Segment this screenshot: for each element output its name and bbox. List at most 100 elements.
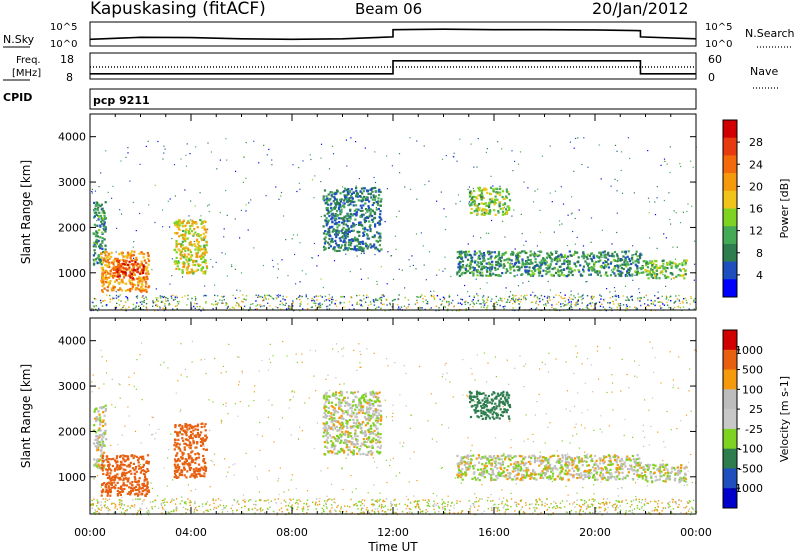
freq-label-line1: Freq. — [16, 55, 41, 66]
echo-point — [355, 195, 357, 197]
echo-point — [330, 203, 332, 205]
echo-point — [507, 261, 509, 263]
scatter-point — [104, 505, 105, 506]
scatter-point — [174, 164, 175, 165]
scatter-point — [135, 431, 136, 432]
scatter-point — [156, 304, 157, 305]
scatter-point — [190, 219, 191, 220]
scatter-point — [297, 234, 298, 235]
scatter-point — [255, 500, 256, 501]
scatter-point — [316, 508, 317, 509]
scatter-point — [125, 296, 126, 297]
echo-point — [560, 254, 562, 256]
scatter-point — [668, 299, 669, 300]
scatter-point — [555, 508, 556, 509]
scatter-point — [499, 510, 500, 511]
scatter-point — [442, 499, 443, 500]
echo-point — [486, 263, 488, 265]
scatter-point — [542, 299, 543, 300]
echo-point — [637, 260, 639, 262]
scatter-point — [468, 243, 469, 244]
scatter-point — [259, 450, 260, 451]
echo-point — [519, 267, 521, 269]
scatter-point — [324, 300, 325, 301]
scatter-point — [634, 307, 635, 308]
echo-point — [468, 251, 470, 253]
freq-label-line2: [MHz] — [12, 68, 41, 79]
scatter-point — [661, 502, 662, 503]
echo-point — [576, 252, 578, 254]
scatter-point — [363, 295, 364, 296]
echo-point — [378, 208, 380, 210]
scatter-point — [669, 506, 670, 507]
scatter-point — [121, 500, 122, 501]
scatter-point — [140, 302, 141, 303]
scatter-point — [540, 452, 541, 453]
scatter-point — [536, 501, 537, 502]
scatter-point — [176, 508, 177, 509]
echo-point — [569, 267, 571, 269]
scatter-point — [271, 405, 272, 406]
scatter-point — [206, 503, 207, 504]
scatter-point — [248, 500, 249, 501]
scatter-point — [566, 304, 567, 305]
scatter-point — [127, 406, 128, 407]
echo-point — [348, 228, 350, 230]
echo-point — [145, 286, 147, 288]
scatter-point — [428, 499, 429, 500]
scatter-point — [621, 151, 622, 152]
scatter-point — [268, 400, 269, 401]
echo-point — [486, 271, 488, 273]
scatter-point — [496, 296, 497, 297]
scatter-point — [422, 499, 423, 500]
echo-point — [330, 218, 332, 220]
echo-point — [110, 270, 112, 272]
scatter-point — [449, 303, 450, 304]
scatter-point — [505, 504, 506, 505]
scatter-point — [164, 303, 165, 304]
echo-point — [191, 220, 193, 222]
echo-point — [482, 275, 484, 277]
scatter-point — [657, 510, 658, 511]
scatter-point — [252, 508, 253, 509]
scatter-point — [691, 297, 692, 298]
scatter-point — [460, 201, 461, 202]
scatter-point — [496, 302, 497, 303]
scatter-point — [587, 504, 588, 505]
echo-point — [610, 263, 612, 265]
scatter-point — [332, 146, 333, 147]
scatter-point — [509, 296, 510, 297]
echo-point — [481, 202, 483, 204]
scatter-point — [231, 266, 232, 267]
scatter-point — [169, 226, 170, 227]
scatter-point — [591, 504, 592, 505]
scatter-point — [379, 506, 380, 507]
scatter-point — [342, 489, 343, 490]
scatter-point — [138, 510, 139, 511]
scatter-point — [332, 349, 333, 350]
echo-point — [176, 243, 178, 245]
echo-point — [496, 199, 498, 201]
scatter-point — [137, 512, 138, 513]
scatter-point — [603, 498, 604, 499]
scatter-point — [629, 158, 630, 159]
scatter-point — [106, 373, 107, 374]
scatter-point — [128, 306, 129, 307]
echo-point — [368, 215, 370, 217]
scatter-point — [539, 499, 540, 500]
scatter-point — [312, 179, 313, 180]
scatter-point — [270, 362, 271, 363]
echo-point — [648, 277, 650, 279]
echo-point — [364, 221, 366, 223]
echo-point — [521, 258, 523, 260]
echo-point — [100, 260, 102, 262]
scatter-point — [508, 509, 509, 510]
scatter-point — [421, 232, 422, 233]
scatter-point — [216, 168, 217, 169]
scatter-point — [290, 506, 291, 507]
echo-point — [502, 190, 504, 192]
scatter-point — [255, 305, 256, 306]
echo-point — [509, 264, 511, 266]
echo-point — [368, 193, 370, 195]
scatter-point — [244, 501, 245, 502]
